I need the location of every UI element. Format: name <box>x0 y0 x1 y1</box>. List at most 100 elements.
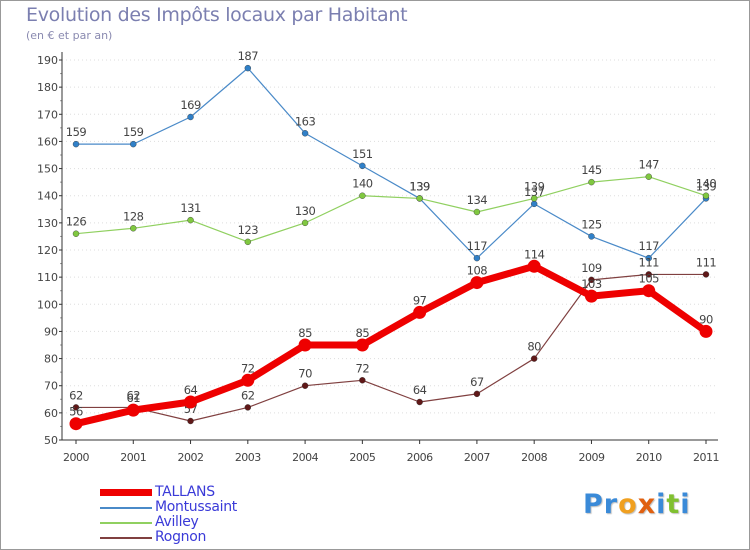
logo-letter: t <box>666 489 681 520</box>
data-label-montussaint: 139 <box>409 179 430 193</box>
data-point-tallans <box>527 259 541 273</box>
series-line-tallans <box>75 262 709 428</box>
data-label-avilley: 140 <box>696 177 717 191</box>
data-point-tallans <box>642 284 656 298</box>
data-point-rognon <box>473 390 481 398</box>
x-tick-label: 2010 <box>636 451 662 464</box>
data-label-montussaint: 163 <box>295 114 316 128</box>
data-label-avilley: 145 <box>581 163 602 177</box>
data-point-tallans <box>298 338 312 352</box>
logo-letter: i <box>680 489 691 520</box>
data-label-montussaint: 125 <box>581 217 602 231</box>
data-point-montussaint <box>359 162 366 170</box>
x-tick-label: 2007 <box>464 451 490 464</box>
data-point-avilley <box>244 238 252 246</box>
data-point-tallans <box>355 338 369 352</box>
legend-item-avilley: Avilley <box>100 514 400 530</box>
data-point-rognon <box>301 382 309 389</box>
data-label-rognon: 62 <box>126 388 140 402</box>
logo-letter: P <box>583 489 604 520</box>
data-label-tallans: 85 <box>356 326 370 340</box>
x-tick-label: 2000 <box>63 451 89 464</box>
data-label-montussaint: 117 <box>467 239 488 253</box>
legend-swatch <box>100 522 152 524</box>
y-tick-label: 90 <box>44 325 58 338</box>
data-label-rognon: 64 <box>413 383 427 397</box>
data-point-rognon <box>645 271 652 278</box>
legend-label: TALLANS <box>155 484 215 500</box>
data-label-montussaint: 139 <box>696 179 717 193</box>
series-line-montussaint <box>76 67 707 259</box>
data-label-montussaint: 187 <box>238 49 259 63</box>
data-label-tallans: 85 <box>298 326 312 340</box>
data-label-tallans: 103 <box>581 277 602 291</box>
logo-letter: r <box>603 489 619 520</box>
data-point-avilley <box>473 208 481 216</box>
x-tick-label: 2001 <box>120 451 146 464</box>
data-point-montussaint <box>588 233 595 240</box>
y-tick-label: 50 <box>44 434 58 447</box>
legend-label: Avilley <box>155 514 199 530</box>
legend-swatch <box>100 507 152 509</box>
data-point-tallans <box>241 373 255 387</box>
x-tick-label: 2004 <box>292 451 318 464</box>
y-tick-label: 100 <box>37 298 58 311</box>
y-tick-label: 170 <box>37 108 58 121</box>
data-label-avilley: 130 <box>295 204 316 218</box>
legend-item-montussaint: Montussaint <box>100 499 400 515</box>
data-label-avilley: 126 <box>66 215 87 229</box>
logo-letter: i <box>656 489 667 520</box>
data-point-montussaint <box>530 200 538 208</box>
y-tick-label: 140 <box>37 190 58 203</box>
legend: TALLANS Montussaint Avilley Rognon <box>100 484 400 545</box>
data-label-montussaint: 159 <box>66 125 87 139</box>
data-label-tallans: 72 <box>241 361 255 375</box>
data-label-montussaint: 151 <box>352 147 373 161</box>
x-tick-label: 2011 <box>693 451 719 464</box>
data-point-avilley <box>645 173 652 180</box>
y-tick-label: 130 <box>37 217 58 230</box>
x-tick-label: 2008 <box>521 451 547 464</box>
y-tick-label: 70 <box>44 380 58 393</box>
data-point-rognon <box>416 398 423 406</box>
data-label-rognon: 111 <box>696 255 717 269</box>
data-label-montussaint: 117 <box>639 239 660 253</box>
y-tick-label: 190 <box>37 54 58 67</box>
data-label-montussaint: 137 <box>524 185 545 199</box>
data-point-rognon <box>530 355 538 362</box>
data-point-rognon <box>702 271 710 278</box>
data-point-rognon <box>187 417 194 425</box>
data-label-avilley: 123 <box>238 223 259 237</box>
legend-swatch <box>100 537 152 539</box>
y-tick-label: 80 <box>44 353 58 366</box>
data-point-montussaint <box>187 113 194 121</box>
legend-label: Rognon <box>155 529 207 545</box>
data-point-avilley <box>301 219 309 227</box>
data-point-rognon <box>588 276 595 284</box>
legend-label: Montussaint <box>155 499 237 515</box>
data-label-tallans: 114 <box>524 247 545 261</box>
data-point-montussaint <box>72 140 80 148</box>
data-label-avilley: 128 <box>123 209 144 223</box>
data-label-rognon: 72 <box>356 361 370 375</box>
data-point-avilley <box>359 192 366 199</box>
data-point-rognon <box>244 404 252 411</box>
data-label-avilley: 139 <box>524 179 545 193</box>
x-tick-label: 2006 <box>407 451 433 464</box>
data-point-avilley <box>702 192 710 199</box>
data-label-avilley: 147 <box>639 158 660 172</box>
data-point-rognon <box>359 377 366 384</box>
data-label-montussaint: 159 <box>123 125 144 139</box>
data-label-avilley: 139 <box>409 179 430 193</box>
data-label-tallans: 108 <box>467 264 488 278</box>
data-label-tallans: 90 <box>699 312 713 326</box>
data-point-montussaint <box>473 254 481 262</box>
y-tick-label: 120 <box>37 244 58 257</box>
y-tick-label: 180 <box>37 81 58 94</box>
data-label-rognon: 67 <box>470 375 484 389</box>
data-label-avilley: 131 <box>180 201 201 215</box>
series-line-rognon <box>76 273 706 422</box>
data-point-avilley <box>416 195 423 202</box>
y-tick-label: 60 <box>44 407 58 420</box>
